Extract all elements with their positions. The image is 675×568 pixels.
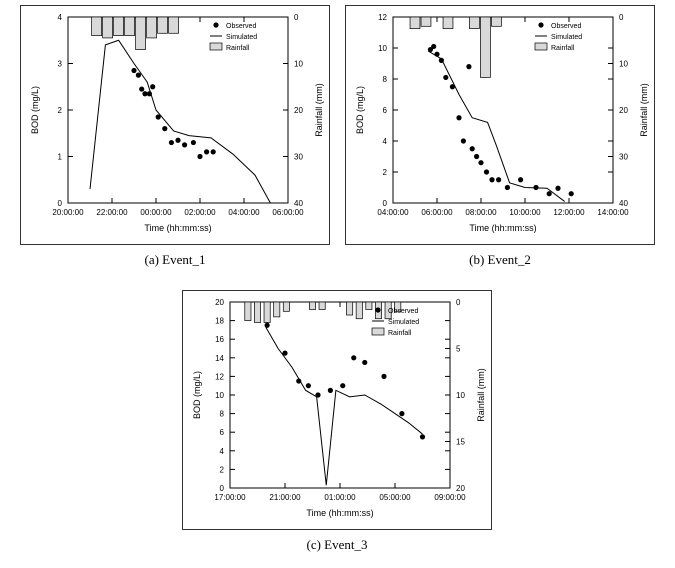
svg-text:Rainfall (mm): Rainfall (mm)	[476, 368, 486, 422]
svg-text:0: 0	[294, 13, 299, 22]
svg-text:0: 0	[58, 199, 63, 208]
svg-text:Time (hh:mm:ss): Time (hh:mm:ss)	[144, 223, 211, 233]
svg-text:2: 2	[58, 106, 63, 115]
svg-text:30: 30	[619, 153, 628, 162]
chart-c-svg: 0 2 4 6 8 10 12 14 16 18 20 0 5 10 15 20 17:00:00 21:00:0…	[182, 290, 492, 530]
svg-text:0: 0	[383, 199, 388, 208]
svg-text:0: 0	[456, 298, 461, 307]
svg-text:04:00:00: 04:00:00	[377, 208, 409, 217]
svg-text:BOD (mg/L): BOD (mg/L)	[30, 86, 40, 134]
svg-text:4: 4	[383, 137, 388, 146]
svg-text:16: 16	[215, 335, 224, 344]
svg-text:18: 18	[215, 317, 224, 326]
svg-text:2: 2	[383, 168, 388, 177]
svg-text:5: 5	[456, 345, 461, 354]
figure-page: 0123401020304020:00:0022:00:0000:00:0002…	[0, 0, 675, 568]
panel-c: 0 2 4 6 8 10 12 14 16 18 20 0 5 10 15 20 17:00:00 21:00:0…	[182, 290, 492, 553]
svg-text:1: 1	[58, 153, 63, 162]
svg-text:01:00:00: 01:00:00	[324, 493, 356, 502]
svg-text:6: 6	[220, 428, 225, 437]
chart-a-svg: 0123401020304020:00:0022:00:0000:00:0002…	[20, 5, 330, 245]
panel-a: 0123401020304020:00:0022:00:0000:00:0002…	[20, 5, 330, 268]
svg-text:20: 20	[619, 106, 628, 115]
svg-text:30: 30	[294, 153, 303, 162]
svg-text:00:00:00: 00:00:00	[140, 208, 172, 217]
svg-text:Rainfall (mm): Rainfall (mm)	[639, 83, 649, 137]
svg-text:3: 3	[58, 60, 63, 69]
svg-text:10: 10	[456, 391, 465, 400]
svg-text:Observed: Observed	[551, 23, 581, 30]
svg-text:8: 8	[220, 410, 225, 419]
svg-text:Rainfall: Rainfall	[226, 45, 250, 52]
chart-b-svg: 0 2 4 6 8 10 12 0 10 20 30 40 04:00:00 06:00:00 08:00:…	[345, 5, 655, 245]
svg-text:10: 10	[215, 391, 224, 400]
svg-text:Observed: Observed	[226, 23, 256, 30]
svg-text:Simulated: Simulated	[388, 319, 419, 326]
svg-text:20:00:00: 20:00:00	[52, 208, 84, 217]
svg-text:BOD (mg/L): BOD (mg/L)	[355, 86, 365, 134]
svg-text:20: 20	[215, 298, 224, 307]
svg-text:Rainfall: Rainfall	[551, 45, 575, 52]
svg-text:02:00:00: 02:00:00	[184, 208, 216, 217]
svg-text:4: 4	[58, 13, 63, 22]
svg-text:22:00:00: 22:00:00	[96, 208, 128, 217]
caption-a: (a) Event_1	[20, 252, 330, 268]
svg-text:Observed: Observed	[388, 308, 418, 315]
svg-text:Rainfall: Rainfall	[388, 330, 412, 337]
svg-text:08:00:00: 08:00:00	[465, 208, 497, 217]
svg-text:0: 0	[220, 484, 225, 493]
svg-text:2: 2	[220, 465, 225, 474]
svg-text:06:00:00: 06:00:00	[421, 208, 453, 217]
caption-c: (c) Event_3	[182, 537, 492, 553]
svg-text:09:00:00: 09:00:00	[434, 493, 466, 502]
svg-text:Simulated: Simulated	[226, 34, 257, 41]
svg-text:12:00:00: 12:00:00	[553, 208, 585, 217]
svg-text:20: 20	[456, 484, 465, 493]
svg-text:10: 10	[294, 60, 303, 69]
svg-text:8: 8	[383, 75, 388, 84]
svg-text:Simulated: Simulated	[551, 34, 582, 41]
svg-text:05:00:00: 05:00:00	[379, 493, 411, 502]
svg-text:10: 10	[378, 44, 387, 53]
svg-text:06:00:00: 06:00:00	[272, 208, 304, 217]
svg-text:BOD (mg/L): BOD (mg/L)	[192, 371, 202, 419]
svg-text:12: 12	[378, 13, 387, 22]
svg-text:15: 15	[456, 438, 465, 447]
svg-text:0: 0	[619, 13, 624, 22]
svg-text:14: 14	[215, 354, 224, 363]
svg-text:10:00:00: 10:00:00	[509, 208, 541, 217]
svg-text:40: 40	[619, 199, 628, 208]
svg-text:17:00:00: 17:00:00	[214, 493, 246, 502]
svg-text:4: 4	[220, 447, 225, 456]
svg-text:6: 6	[383, 106, 388, 115]
panel-b: 0 2 4 6 8 10 12 0 10 20 30 40 04:00:00 06:00:00 08:00:…	[345, 5, 655, 268]
svg-text:20: 20	[294, 106, 303, 115]
svg-text:Rainfall (mm): Rainfall (mm)	[314, 83, 324, 137]
svg-text:12: 12	[215, 372, 224, 381]
svg-text:Time (hh:mm:ss): Time (hh:mm:ss)	[469, 223, 536, 233]
svg-text:21:00:00: 21:00:00	[269, 493, 301, 502]
svg-text:40: 40	[294, 199, 303, 208]
caption-b: (b) Event_2	[345, 252, 655, 268]
svg-text:04:00:00: 04:00:00	[228, 208, 260, 217]
svg-text:Time (hh:mm:ss): Time (hh:mm:ss)	[306, 508, 373, 518]
svg-text:14:00:00: 14:00:00	[597, 208, 629, 217]
svg-text:10: 10	[619, 60, 628, 69]
